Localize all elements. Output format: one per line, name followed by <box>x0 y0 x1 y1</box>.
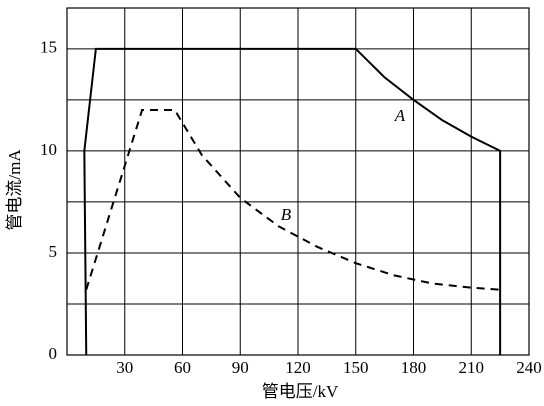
x-tick-label: 240 <box>516 358 542 377</box>
x-tick-label: 60 <box>174 358 191 377</box>
x-tick-label: 150 <box>343 358 369 377</box>
x-tick-label: 210 <box>459 358 485 377</box>
y-tick-label: 5 <box>49 242 58 261</box>
x-tick-label: 30 <box>116 358 133 377</box>
y-tick-label: 0 <box>49 344 58 363</box>
x-tick-label: 120 <box>285 358 311 377</box>
series-label: A <box>394 106 406 125</box>
y-tick-label: 10 <box>40 140 57 159</box>
x-tick-label: 90 <box>232 358 249 377</box>
line-series <box>85 109 501 291</box>
x-tick-label: 180 <box>401 358 427 377</box>
y-tick-label: 15 <box>40 38 57 57</box>
series-label: B <box>281 205 292 224</box>
line-series <box>83 47 502 356</box>
y-axis-title: 管电流/mA <box>5 149 24 231</box>
x-axis-title: 管电压/kV <box>262 382 339 401</box>
